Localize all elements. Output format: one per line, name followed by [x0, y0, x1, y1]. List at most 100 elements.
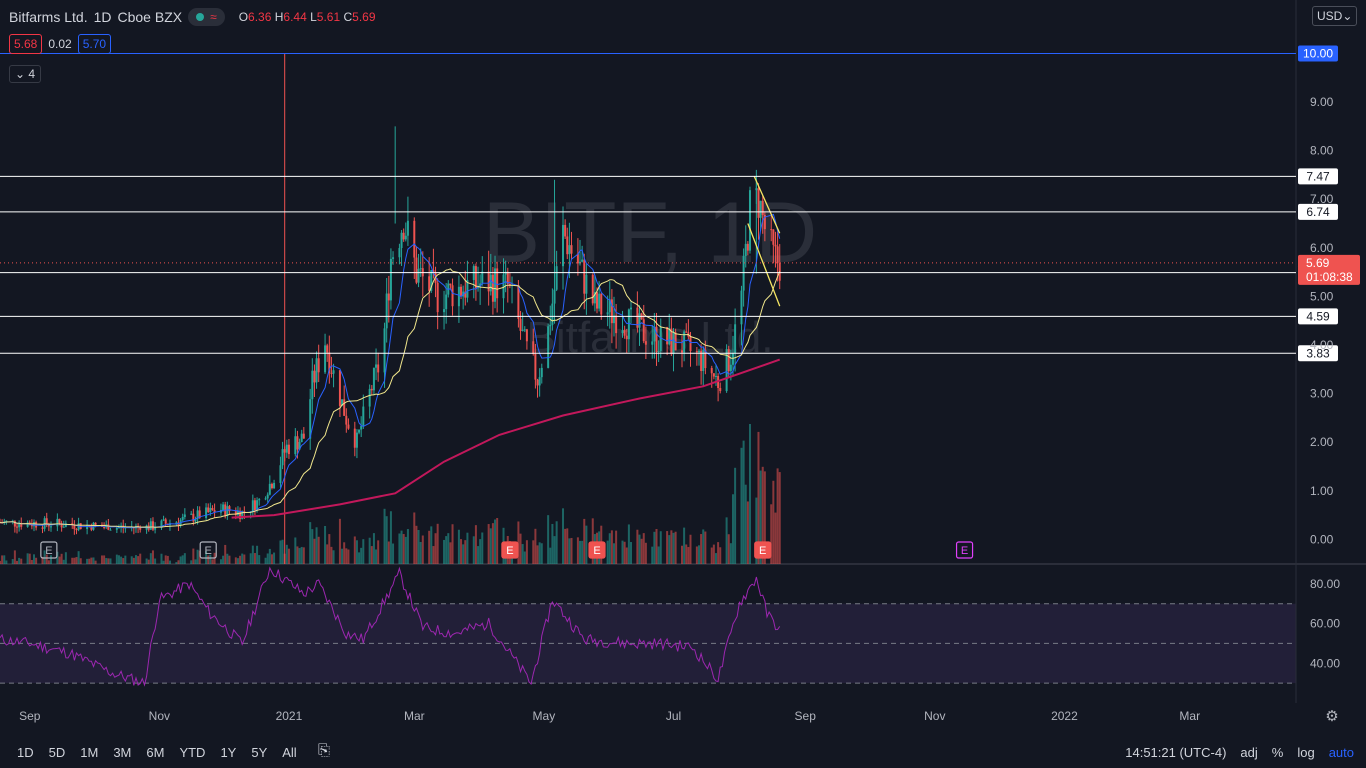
volume-bar	[734, 467, 737, 564]
candle-body	[670, 328, 673, 355]
volume-bar	[466, 532, 469, 564]
timeframe-5d[interactable]: 5D	[48, 744, 66, 760]
volume-bar	[549, 547, 552, 564]
volume-bar	[368, 537, 371, 564]
auto-button[interactable]: auto	[1328, 744, 1354, 760]
timeframe-1m[interactable]: 1M	[80, 744, 99, 760]
volume-bar	[60, 553, 63, 564]
timeframe-1d[interactable]: 1D	[17, 744, 34, 760]
volume-bar	[226, 553, 229, 564]
candle-body	[375, 364, 378, 368]
candle-body	[287, 444, 290, 455]
candle-body	[704, 349, 707, 369]
interval[interactable]: 1D	[93, 9, 112, 25]
candle-body	[532, 341, 535, 355]
volume-bar	[487, 524, 490, 564]
candle-body	[107, 524, 110, 530]
volume-bar	[26, 553, 29, 564]
volume-bar	[294, 537, 297, 564]
candle-body	[466, 279, 469, 298]
candle-body	[445, 294, 448, 310]
x-tick-label: 2021	[276, 709, 303, 723]
volume-bar	[746, 501, 749, 564]
volume-bar	[166, 555, 169, 564]
volume-bar	[581, 540, 584, 564]
candle-body	[26, 522, 29, 527]
timeframe-all[interactable]: All	[282, 744, 297, 760]
currency-select[interactable]: USD⌄	[1312, 6, 1358, 26]
volume-bar	[474, 525, 477, 564]
date-range-icon[interactable]: ⎘	[318, 742, 331, 759]
candle-body	[547, 326, 550, 368]
timeframe-ytd[interactable]: YTD	[179, 744, 206, 760]
volume-bar	[657, 546, 660, 564]
candle-body	[75, 529, 78, 531]
market-status-pill[interactable]: ≈	[188, 8, 225, 26]
candle-body	[700, 350, 703, 372]
volume-bar	[362, 539, 365, 564]
candle-body	[697, 350, 700, 353]
volume-bar	[58, 556, 61, 564]
volume-bar	[704, 531, 707, 564]
volume-bar	[731, 494, 734, 564]
ask-value[interactable]: 5.70	[77, 34, 112, 54]
volume-bar	[700, 534, 703, 564]
candle-body	[58, 518, 61, 524]
candle-body	[296, 436, 299, 450]
level-label-bg	[1298, 168, 1338, 185]
symbol-name[interactable]: Bitfarms Ltd.	[9, 9, 88, 25]
gear-icon[interactable]: ⚙	[1325, 708, 1338, 725]
timeframe-6m[interactable]: 6M	[146, 744, 165, 760]
volume-bar	[139, 553, 142, 564]
volume-bar	[430, 526, 433, 564]
indicators-count: 4	[28, 67, 36, 81]
timeframe-5y[interactable]: 5Y	[251, 744, 268, 760]
candle-body	[94, 522, 97, 525]
volume-bar	[124, 555, 127, 564]
volume-bar	[479, 539, 482, 564]
candle-body	[239, 510, 242, 519]
candle-body	[534, 354, 537, 380]
candle-body	[568, 245, 571, 255]
candle-body	[536, 379, 539, 386]
volume-bar	[564, 528, 567, 564]
volume-bar	[613, 543, 616, 564]
volume-bar	[302, 547, 305, 564]
percent-button[interactable]: %	[1271, 744, 1284, 760]
volume-bar	[748, 424, 751, 564]
volume-bar	[253, 553, 256, 564]
clock-time[interactable]: 14:51:21 (UTC-4)	[1125, 744, 1227, 760]
volume-bar	[43, 550, 46, 564]
candle-body	[353, 428, 356, 448]
log-button[interactable]: log	[1297, 744, 1315, 760]
volume-bar	[449, 542, 452, 564]
candle-body	[162, 519, 165, 521]
indicators-toggle-button[interactable]: ⌄ 4	[9, 65, 42, 83]
volume-bar	[358, 552, 361, 564]
candle-body	[487, 271, 490, 292]
candle-body	[598, 293, 601, 309]
volume-bar	[428, 530, 431, 564]
adj-button[interactable]: adj	[1240, 744, 1258, 760]
candle-body	[402, 232, 405, 240]
open-value: 6.36	[248, 10, 272, 24]
bid-value[interactable]: 5.68	[9, 34, 43, 54]
timeframe-1y[interactable]: 1Y	[220, 744, 237, 760]
level-label: 10.00	[1303, 46, 1333, 60]
candle-body	[551, 303, 554, 325]
volume-bar	[47, 560, 50, 564]
volume-bar	[644, 542, 647, 564]
candle-body	[181, 516, 184, 520]
volume-bar	[273, 552, 276, 564]
candle-body	[47, 524, 50, 527]
volume-bar	[134, 555, 137, 564]
earnings-icon-label: E	[961, 545, 968, 557]
volume-bar	[494, 519, 497, 564]
timeframe-3m[interactable]: 3M	[113, 744, 132, 760]
candle-body	[630, 307, 633, 310]
volume-bar	[353, 536, 356, 564]
candle-body	[540, 367, 543, 378]
volume-bar	[757, 431, 760, 564]
candle-body	[748, 190, 751, 251]
